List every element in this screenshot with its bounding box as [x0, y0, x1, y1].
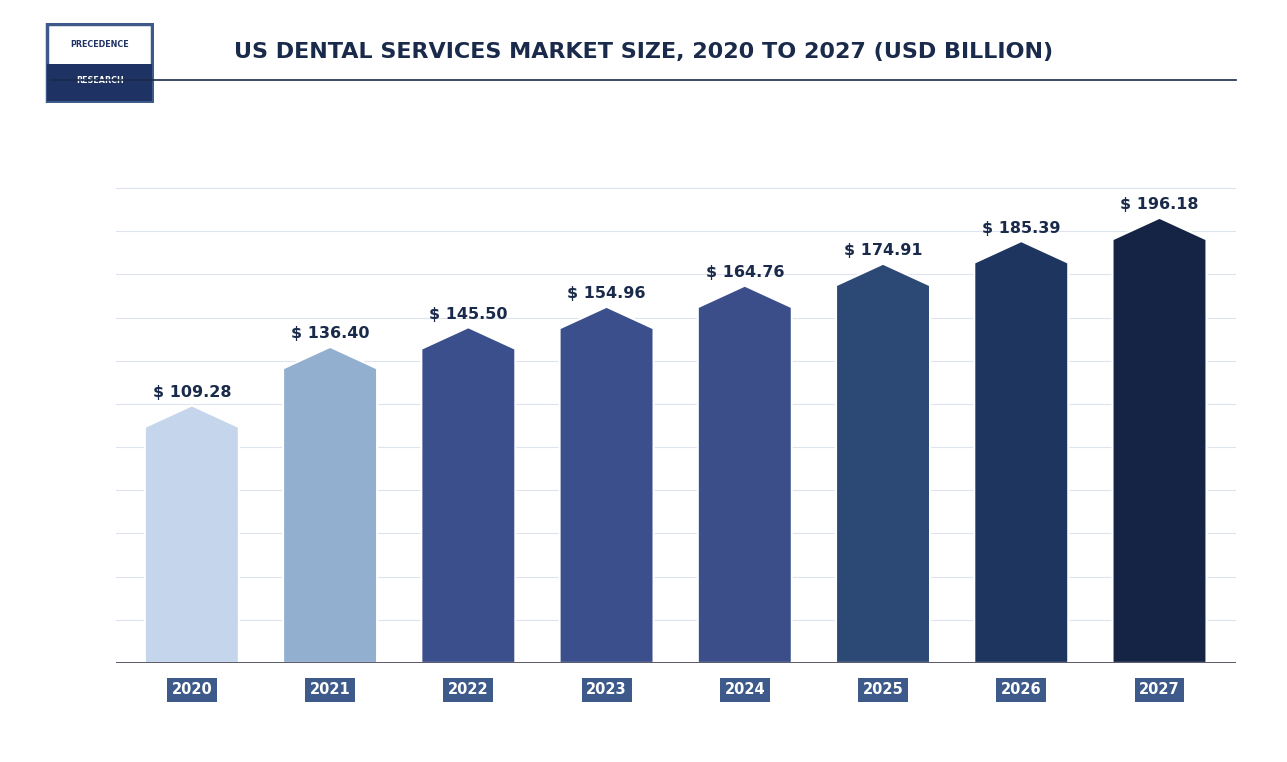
Text: 2027: 2027	[1139, 683, 1180, 697]
Text: $ 174.91: $ 174.91	[844, 243, 923, 258]
Text: $ 185.39: $ 185.39	[982, 221, 1060, 235]
Text: 2024: 2024	[725, 683, 764, 697]
Polygon shape	[1112, 218, 1206, 663]
Text: 2025: 2025	[862, 683, 903, 697]
Text: $ 136.40: $ 136.40	[291, 326, 369, 341]
Text: 2026: 2026	[1001, 683, 1041, 697]
Text: $ 164.76: $ 164.76	[705, 265, 784, 280]
Text: $ 154.96: $ 154.96	[568, 287, 646, 302]
FancyBboxPatch shape	[48, 24, 152, 101]
Text: $ 109.28: $ 109.28	[153, 385, 232, 400]
Text: US DENTAL SERVICES MARKET SIZE, 2020 TO 2027 (USD BILLION): US DENTAL SERVICES MARKET SIZE, 2020 TO …	[234, 42, 1053, 62]
Polygon shape	[283, 347, 377, 663]
Text: RESEARCH: RESEARCH	[76, 76, 124, 85]
Text: 2021: 2021	[310, 683, 350, 697]
Text: PRECEDENCE: PRECEDENCE	[71, 40, 129, 49]
Text: $ 196.18: $ 196.18	[1120, 197, 1198, 213]
Text: 2020: 2020	[171, 683, 212, 697]
Polygon shape	[145, 405, 239, 663]
Text: 2023: 2023	[587, 683, 627, 697]
Text: $ 145.50: $ 145.50	[429, 307, 507, 322]
FancyBboxPatch shape	[48, 64, 152, 101]
Text: 2022: 2022	[448, 683, 489, 697]
Polygon shape	[974, 241, 1068, 663]
Polygon shape	[837, 264, 931, 663]
Polygon shape	[560, 307, 654, 663]
Polygon shape	[421, 327, 515, 663]
Polygon shape	[698, 286, 792, 663]
